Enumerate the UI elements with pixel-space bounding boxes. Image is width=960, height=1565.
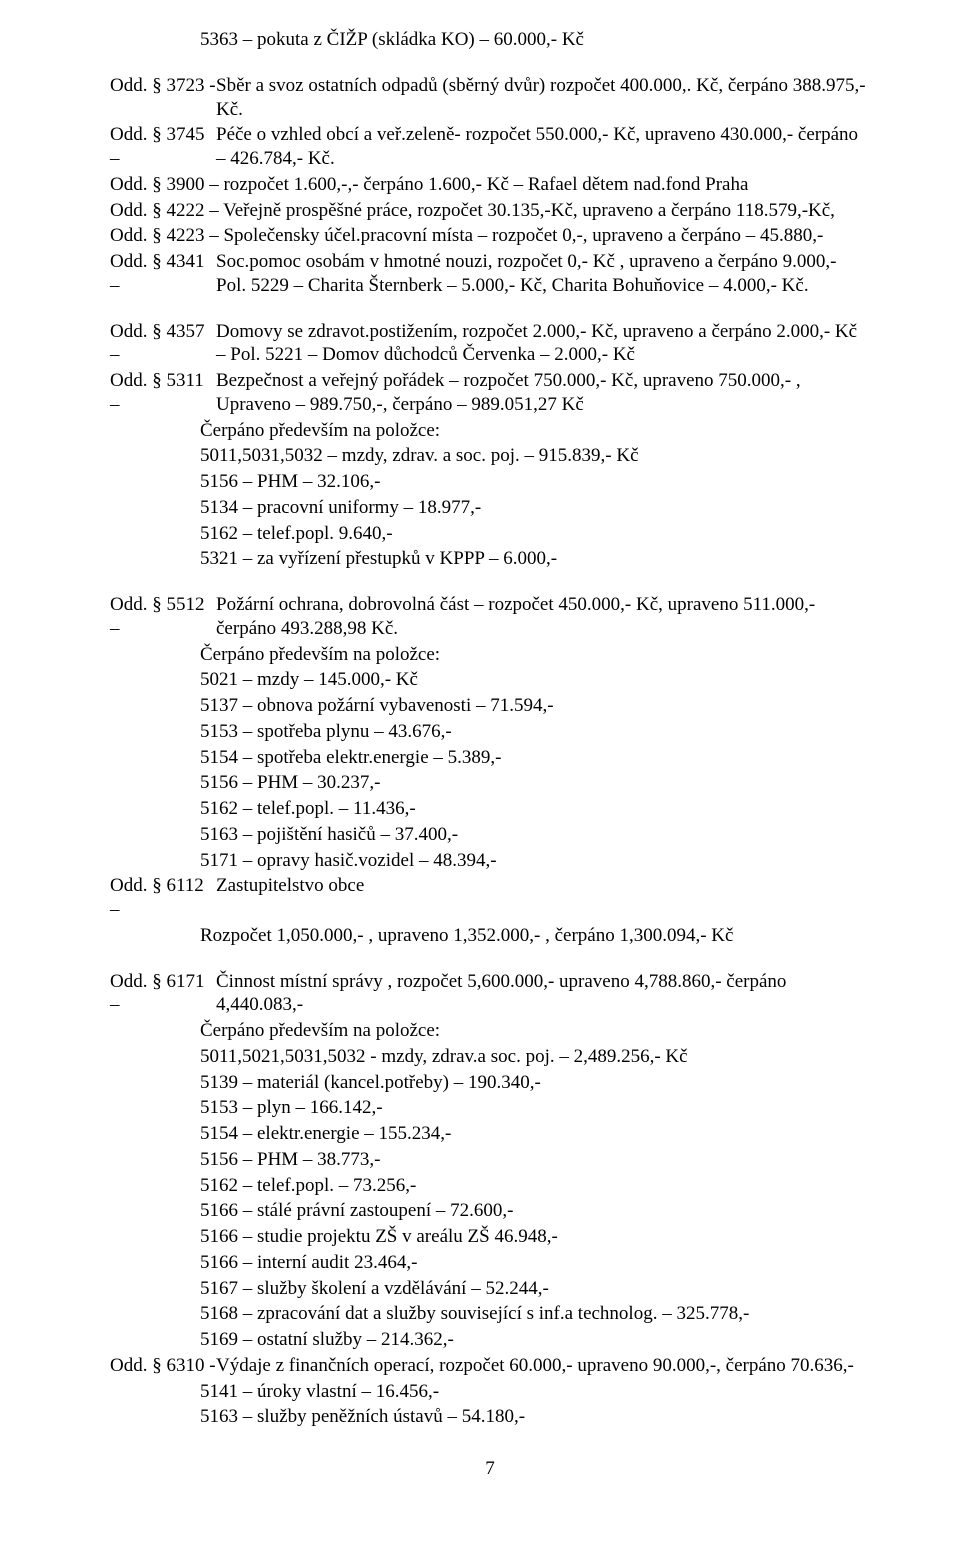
- doc-line: Odd. § 5311 – Bezpečnost a veřejný pořád…: [110, 369, 870, 417]
- line-prefix: Odd. § 3723 -: [110, 74, 216, 122]
- doc-line: 5321 – za vyřízení přestupků v KPPP – 6.…: [110, 547, 870, 571]
- doc-line: 5137 – obnova požární vybavenosti – 71.5…: [110, 694, 870, 718]
- line-prefix: Odd. § 5311 –: [110, 369, 216, 417]
- doc-line: Odd. § 4357 – Domovy se zdravot.postižen…: [110, 320, 870, 368]
- doc-line: Odd. § 4222 – Veřejně prospěšné práce, r…: [110, 199, 870, 223]
- line-prefix: Odd. § 5512 –: [110, 593, 216, 641]
- doc-line: 5154 – spotřeba elektr.energie – 5.389,-: [110, 746, 870, 770]
- doc-line: Odd. § 4341 – Soc.pomoc osobám v hmotné …: [110, 250, 870, 298]
- doc-line: 5156 – PHM – 32.106,-: [110, 470, 870, 494]
- line-text: Soc.pomoc osobám v hmotné nouzi, rozpoče…: [216, 250, 870, 298]
- line-text: Domovy se zdravot.postižením, rozpočet 2…: [216, 320, 870, 368]
- doc-line: Odd. § 4223 – Společensky účel.pracovní …: [110, 224, 870, 248]
- line-text: Sběr a svoz ostatních odpadů (sběrný dvů…: [216, 74, 870, 122]
- doc-line: 5153 – plyn – 166.142,-: [110, 1096, 870, 1120]
- doc-line: 5168 – zpracování dat a služby souvisejí…: [110, 1302, 870, 1326]
- doc-line: 5169 – ostatní služby – 214.362,-: [110, 1328, 870, 1352]
- page-number: 7: [110, 1457, 870, 1481]
- doc-line: Čerpáno především na položce:: [110, 643, 870, 667]
- doc-line: Odd. § 5512 – Požární ochrana, dobrovoln…: [110, 593, 870, 641]
- doc-line: Rozpočet 1,050.000,- , upraveno 1,352.00…: [110, 924, 870, 948]
- doc-line: Čerpáno především na položce:: [110, 419, 870, 443]
- doc-line: 5021 – mzdy – 145.000,- Kč: [110, 668, 870, 692]
- doc-line: 5166 – studie projektu ZŠ v areálu ZŠ 46…: [110, 1225, 870, 1249]
- doc-line: Odd. § 6112 – Zastupitelstvo obce: [110, 874, 870, 922]
- doc-line: Odd. § 3745 – Péče o vzhled obcí a veř.z…: [110, 123, 870, 171]
- line-prefix: Odd. § 4341 –: [110, 250, 216, 298]
- line-prefix: Odd. § 3745 –: [110, 123, 216, 171]
- doc-line: 5156 – PHM – 38.773,-: [110, 1148, 870, 1172]
- doc-line: 5154 – elektr.energie – 155.234,-: [110, 1122, 870, 1146]
- doc-line: 5011,5021,5031,5032 - mzdy, zdrav.a soc.…: [110, 1045, 870, 1069]
- doc-line: 5162 – telef.popl. – 11.436,-: [110, 797, 870, 821]
- doc-line: Odd. § 6171 – Činnost místní správy , ro…: [110, 970, 870, 1018]
- doc-line: Odd. § 3723 - Sběr a svoz ostatních odpa…: [110, 74, 870, 122]
- doc-line: 5139 – materiál (kancel.potřeby) – 190.3…: [110, 1071, 870, 1095]
- doc-line: 5166 – interní audit 23.464,-: [110, 1251, 870, 1275]
- line-prefix: Odd. § 6310 -: [110, 1354, 216, 1378]
- doc-line: Čerpáno především na položce:: [110, 1019, 870, 1043]
- line-text: Činnost místní správy , rozpočet 5,600.0…: [216, 970, 870, 1018]
- doc-line: 5134 – pracovní uniformy – 18.977,-: [110, 496, 870, 520]
- doc-line: 5011,5031,5032 – mzdy, zdrav. a soc. poj…: [110, 444, 870, 468]
- doc-line: Odd. § 3900 – rozpočet 1.600,-,- čerpáno…: [110, 173, 870, 197]
- line-text: Péče o vzhled obcí a veř.zeleně- rozpoče…: [216, 123, 870, 171]
- line-prefix: Odd. § 4357 –: [110, 320, 216, 368]
- doc-line: 5163 – služby peněžních ústavů – 54.180,…: [110, 1405, 870, 1429]
- doc-line: 5162 – telef.popl. – 73.256,-: [110, 1174, 870, 1198]
- line-text: Výdaje z finančních operací, rozpočet 60…: [216, 1354, 870, 1378]
- doc-line: 5162 – telef.popl. 9.640,-: [110, 522, 870, 546]
- doc-line: 5156 – PHM – 30.237,-: [110, 771, 870, 795]
- doc-line: Odd. § 6310 - Výdaje z finančních operac…: [110, 1354, 870, 1378]
- line-text: Zastupitelstvo obce: [216, 874, 870, 922]
- line-text: Bezpečnost a veřejný pořádek – rozpočet …: [216, 369, 870, 417]
- doc-line: 5167 – služby školení a vzdělávání – 52.…: [110, 1277, 870, 1301]
- doc-line: 5363 – pokuta z ČIŽP (skládka KO) – 60.0…: [110, 28, 870, 52]
- line-prefix: Odd. § 6171 –: [110, 970, 216, 1018]
- doc-line: 5163 – pojištění hasičů – 37.400,-: [110, 823, 870, 847]
- doc-line: 5166 – stálé právní zastoupení – 72.600,…: [110, 1199, 870, 1223]
- line-text: Požární ochrana, dobrovolná část – rozpo…: [216, 593, 870, 641]
- doc-line: 5171 – opravy hasič.vozidel – 48.394,-: [110, 849, 870, 873]
- doc-line: 5141 – úroky vlastní – 16.456,-: [110, 1380, 870, 1404]
- line-prefix: Odd. § 6112 –: [110, 874, 216, 922]
- doc-line: 5153 – spotřeba plynu – 43.676,-: [110, 720, 870, 744]
